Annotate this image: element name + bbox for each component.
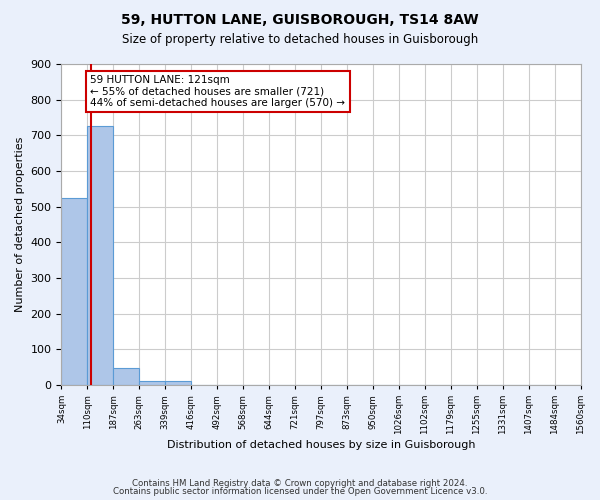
Text: Contains public sector information licensed under the Open Government Licence v3: Contains public sector information licen… — [113, 487, 487, 496]
Text: 59 HUTTON LANE: 121sqm
← 55% of detached houses are smaller (721)
44% of semi-de: 59 HUTTON LANE: 121sqm ← 55% of detached… — [91, 74, 346, 108]
Text: Size of property relative to detached houses in Guisborough: Size of property relative to detached ho… — [122, 32, 478, 46]
Bar — [165, 382, 191, 385]
Bar — [113, 368, 139, 385]
X-axis label: Distribution of detached houses by size in Guisborough: Distribution of detached houses by size … — [167, 440, 475, 450]
Bar — [139, 381, 165, 385]
Y-axis label: Number of detached properties: Number of detached properties — [15, 137, 25, 312]
Text: Contains HM Land Registry data © Crown copyright and database right 2024.: Contains HM Land Registry data © Crown c… — [132, 478, 468, 488]
Bar — [88, 126, 113, 385]
Bar — [61, 198, 88, 385]
Text: 59, HUTTON LANE, GUISBOROUGH, TS14 8AW: 59, HUTTON LANE, GUISBOROUGH, TS14 8AW — [121, 12, 479, 26]
